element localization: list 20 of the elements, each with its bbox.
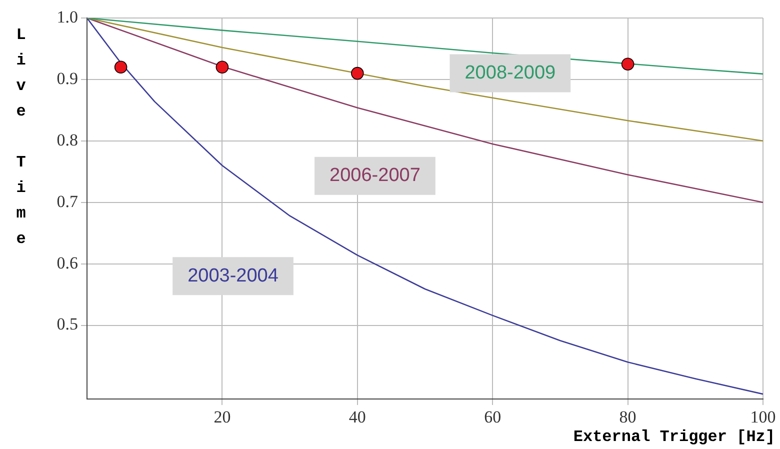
point — [351, 66, 364, 80]
x-tick-label: 40 — [348, 408, 366, 427]
point — [114, 60, 128, 74]
y-tick-label: 0.6 — [56, 253, 78, 272]
text: 2003-2004 — [188, 265, 279, 286]
y-tick-label: 0.9 — [56, 68, 78, 88]
point — [216, 60, 229, 74]
y-tick-label: 1.0 — [56, 7, 78, 26]
x-tick-label: 60 — [484, 408, 502, 427]
text: 2006-2007 — [330, 165, 420, 186]
y-tick-label: 0.7 — [56, 192, 78, 211]
x-axis-title: External Trigger [Hz] — [573, 428, 775, 446]
text: Live Time — [16, 26, 26, 248]
x-tick-label: 20 — [214, 408, 231, 427]
x-tick-label: 100 — [750, 408, 776, 427]
y-tick-label: 0.5 — [56, 314, 78, 334]
series-label: 2008-2009 — [464, 62, 556, 84]
y-tick-label: 0.8 — [56, 130, 78, 150]
point — [621, 58, 634, 70]
x-tick-label: 80 — [619, 408, 636, 427]
